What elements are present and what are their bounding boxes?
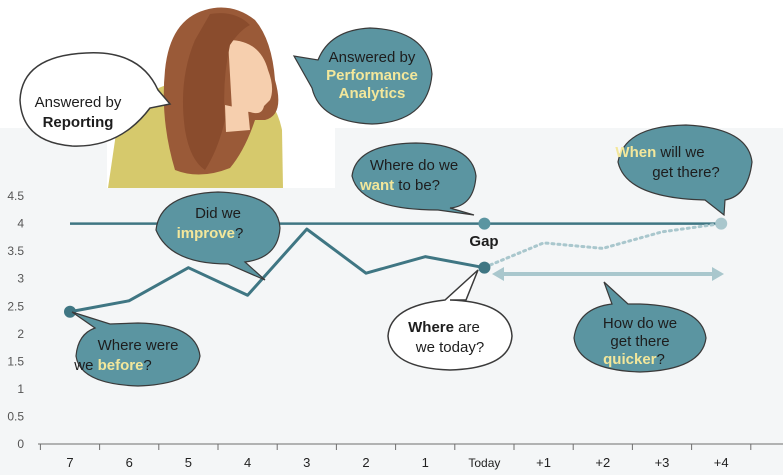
bubble-want-highlight: want: [359, 177, 394, 194]
projected-series-line: [488, 222, 723, 267]
y-tick-label: 1: [17, 382, 24, 396]
bubble-performance-line1: Answered by: [329, 49, 416, 66]
bubble-when-line2: get there?: [652, 164, 720, 181]
bubble-quicker-line2: get there: [610, 333, 669, 350]
y-tick-label: 4.5: [7, 189, 24, 203]
x-axis-labels: 7 6 5 4 3 2 1 Today +1 +2 +3 +4: [66, 455, 728, 470]
bubble-today-line2: we today?: [415, 339, 484, 356]
bubble-reporting-line1: Answered by: [35, 94, 122, 111]
bubble-before-line1: Where were: [98, 337, 179, 354]
bubble-reporting: Answered by Reporting: [19, 52, 172, 147]
y-tick-label: 1.5: [7, 354, 24, 368]
bubble-reporting-line2: Reporting: [43, 114, 114, 131]
bubble-improve-highlight: improve: [177, 225, 235, 242]
x-tick-label: 5: [185, 455, 192, 470]
bubble-improve-suffix: ?: [235, 225, 243, 242]
bubble-when-line1-rest: will we: [656, 144, 704, 161]
bubble-when-highlight: When: [615, 144, 656, 161]
series-points: [64, 217, 728, 318]
x-tick-label: 6: [126, 455, 133, 470]
x-tick-label: 3: [303, 455, 310, 470]
bubble-quicker-suffix: ?: [657, 351, 665, 368]
bubble-quicker-line1: How do we: [603, 315, 677, 332]
x-tick-label: Today: [468, 456, 500, 470]
y-tick-label: 2.5: [7, 299, 24, 313]
bubble-before-suffix: ?: [143, 357, 151, 374]
gap-label: Gap: [469, 233, 498, 250]
x-axis-ticks: [39, 444, 752, 450]
gap-arrow: [492, 267, 724, 281]
bubble-improve: Did we improve?: [155, 191, 281, 281]
start-point-marker: [64, 305, 76, 318]
bubble-performance-line2: Performance: [326, 67, 418, 84]
x-tick-label: 2: [362, 455, 369, 470]
today-point-marker: [478, 261, 491, 274]
bubble-want-suffix: to be?: [394, 177, 440, 194]
bubble-before: Where were we before?: [71, 311, 201, 387]
bubble-performance-line3: Analytics: [339, 85, 406, 102]
bubble-want-line1: Where do we: [370, 157, 458, 174]
bubble-today: Where are we today?: [387, 269, 513, 371]
actual-series-line: [69, 227, 485, 314]
woman-thinking-illustration: [107, 6, 335, 188]
y-tick-label: 4: [17, 217, 24, 231]
x-tick-label: 1: [422, 455, 429, 470]
x-tick-label: 4: [244, 455, 251, 470]
bubble-quicker-highlight: quicker: [603, 351, 657, 368]
x-tick-label: +3: [655, 455, 670, 470]
x-tick-label: 7: [66, 455, 73, 470]
y-tick-label: 0: [17, 437, 24, 451]
bubble-want: Where do we want to be?: [351, 142, 477, 216]
y-axis-labels: 0 0.5 1 1.5 2 2.5 3 3.5 4 4.5: [7, 189, 24, 451]
bubble-when: When will we get there?: [615, 124, 753, 217]
bubble-before-highlight: before: [98, 357, 144, 374]
x-tick-label: +2: [595, 455, 610, 470]
bubble-today-line1-rest: are: [454, 319, 480, 336]
x-tick-label: +4: [714, 455, 729, 470]
y-tick-label: 2: [17, 327, 24, 341]
y-tick-label: 0.5: [7, 409, 24, 423]
y-tick-label: 3: [17, 272, 24, 286]
bubble-quicker: How do we get there quicker?: [573, 281, 707, 373]
y-tick-label: 3.5: [7, 244, 24, 258]
target-end-marker: [715, 217, 728, 230]
bubble-today-strong: Where: [408, 319, 454, 336]
bubble-performance: Answered by Performance Analytics: [292, 27, 433, 125]
bubble-before-line2-prefix: we: [73, 357, 97, 374]
x-tick-label: +1: [536, 455, 551, 470]
target-today-marker: [478, 217, 491, 230]
bubble-improve-line1: Did we: [195, 205, 241, 222]
